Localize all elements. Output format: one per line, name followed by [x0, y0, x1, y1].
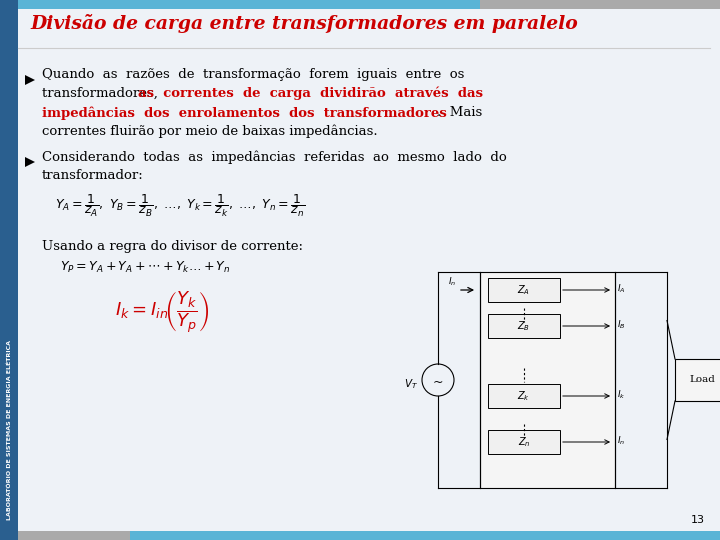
Bar: [488, 278, 560, 302]
Text: correntes fluirão por meio de baixas impedâncias.: correntes fluirão por meio de baixas imp…: [42, 125, 377, 138]
Bar: [480, 272, 615, 488]
Text: Usando a regra do divisor de corrente:: Usando a regra do divisor de corrente:: [42, 240, 303, 253]
Text: Load: Load: [690, 375, 716, 384]
Bar: [0, 0, 480, 9]
Text: .  Mais: . Mais: [437, 106, 482, 119]
Polygon shape: [25, 75, 35, 85]
Text: Considerando  todas  as  impedâncias  referidas  ao  mesmo  lado  do: Considerando todas as impedâncias referi…: [42, 150, 507, 164]
Bar: [0, 0, 18, 540]
Bar: [488, 314, 560, 338]
Text: $I_{A}$: $I_{A}$: [617, 283, 626, 295]
Text: $I_k = I_{in}\!\left(\dfrac{Y_k}{Y_p}\right)$: $I_k = I_{in}\!\left(\dfrac{Y_k}{Y_p}\ri…: [115, 290, 210, 335]
Bar: [488, 384, 560, 408]
Text: $Z_{n}$: $Z_{n}$: [518, 435, 531, 449]
Polygon shape: [25, 157, 35, 167]
Text: ~: ~: [433, 375, 444, 388]
Text: $I_{k}$: $I_{k}$: [617, 389, 626, 401]
Text: $I_{B}$: $I_{B}$: [617, 319, 626, 331]
Text: $I_n$: $I_n$: [448, 275, 456, 288]
Text: $Z_{k}$: $Z_{k}$: [518, 389, 531, 403]
Bar: [675, 359, 720, 401]
Text: LABORATÓRIO DE SISTEMAS DE ENERGIA ELÉTRICA: LABORATÓRIO DE SISTEMAS DE ENERGIA ELÉTR…: [6, 340, 12, 520]
Text: $Z_{A}$: $Z_{A}$: [518, 283, 531, 297]
Bar: [0, 531, 130, 540]
Text: Quando  as  razões  de  transformação  forem  iguais  entre  os: Quando as razões de transformação forem …: [42, 68, 464, 81]
Text: impedâncias  dos  enrolamentos  dos  transformadores: impedâncias dos enrolamentos dos transfo…: [42, 106, 446, 119]
Text: $Y_P = Y_A + Y_A + \cdots + Y_k \ldots + Y_n$: $Y_P = Y_A + Y_A + \cdots + Y_k \ldots +…: [60, 260, 230, 275]
Text: Divisão de carga entre transformadores em paralelo: Divisão de carga entre transformadores e…: [30, 14, 577, 33]
Bar: [130, 531, 720, 540]
Text: $V_T$: $V_T$: [404, 377, 418, 391]
Bar: [480, 0, 720, 9]
Text: transformadores,: transformadores,: [42, 87, 166, 100]
Bar: [0, 531, 720, 540]
Bar: [488, 430, 560, 454]
Text: $Z_{B}$: $Z_{B}$: [518, 319, 531, 333]
Text: as  correntes  de  carga  dividirão  através  das: as correntes de carga dividirão através …: [138, 87, 483, 100]
Text: 13: 13: [691, 515, 705, 525]
Text: transformador:: transformador:: [42, 169, 144, 182]
Text: $Y_A = \dfrac{1}{z_A},\ Y_B = \dfrac{1}{z_B},\ \ldots,\ Y_k = \dfrac{1}{z_k},\ \: $Y_A = \dfrac{1}{z_A},\ Y_B = \dfrac{1}{…: [55, 193, 305, 219]
Text: $I_{n}$: $I_{n}$: [617, 435, 625, 447]
